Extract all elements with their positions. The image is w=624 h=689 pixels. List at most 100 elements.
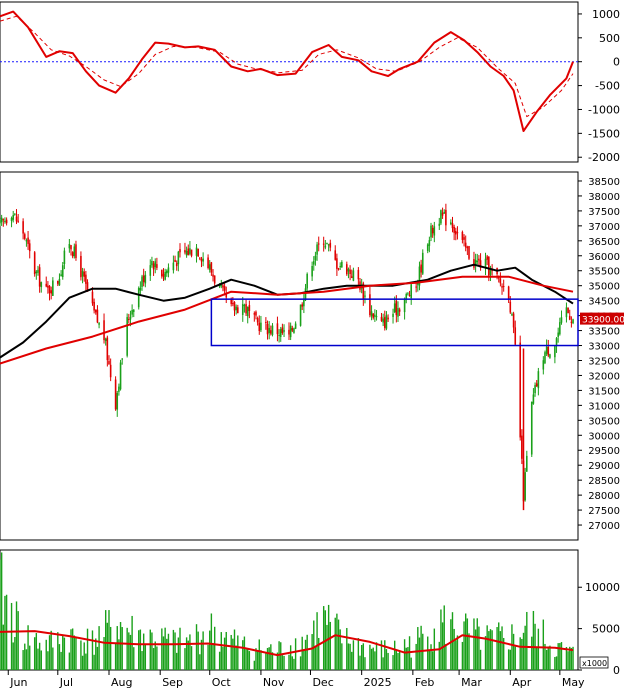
volume-bar xyxy=(133,647,135,670)
volume-bar xyxy=(223,637,226,670)
volume-bar xyxy=(62,635,64,670)
candle-body xyxy=(334,250,337,260)
volume-bar xyxy=(0,552,3,670)
candle-body xyxy=(291,328,294,331)
candle-body xyxy=(48,285,51,294)
candle-body xyxy=(14,213,16,215)
candle-body xyxy=(375,316,378,318)
candle-body xyxy=(535,383,538,387)
volume-bar xyxy=(468,633,470,670)
volume-bar xyxy=(187,640,189,670)
volume-bar xyxy=(349,643,351,670)
volume-bar xyxy=(380,640,383,670)
volume-bar xyxy=(499,631,502,670)
candle-body xyxy=(184,250,186,253)
candle-body xyxy=(202,258,204,262)
volume-bar xyxy=(507,649,510,670)
price-tick-label: 35000 xyxy=(588,282,620,293)
candle-body xyxy=(212,274,214,277)
price-tick-label: 27000 xyxy=(588,521,620,532)
candle-body xyxy=(329,242,332,248)
volume-bar xyxy=(360,645,363,670)
volume-bar xyxy=(121,627,123,670)
candle-body xyxy=(454,230,457,235)
volume-bar xyxy=(144,643,147,670)
candle-body xyxy=(172,262,175,271)
candle-body xyxy=(108,361,110,365)
price-tick-label: 38500 xyxy=(588,177,620,188)
volume-bar xyxy=(489,629,492,670)
volume-bar xyxy=(268,647,270,670)
candle-body xyxy=(271,325,274,335)
candle-body xyxy=(337,268,340,270)
volume-bar xyxy=(218,651,221,670)
candle-body xyxy=(464,242,467,248)
candle-body xyxy=(346,264,348,275)
volume-bar xyxy=(68,652,71,670)
candle-body xyxy=(420,264,422,273)
volume-bar xyxy=(71,628,74,670)
volume-bar xyxy=(48,635,51,670)
candle-body xyxy=(142,275,145,283)
candle-body xyxy=(549,354,551,358)
volume-bar xyxy=(294,638,297,670)
candle-body xyxy=(52,280,54,296)
volume-bar xyxy=(445,643,447,670)
volume-bar xyxy=(58,644,61,670)
volume-bar xyxy=(142,633,145,670)
volume-bar xyxy=(242,640,244,670)
candle-body xyxy=(382,318,384,323)
candle-body xyxy=(68,243,71,249)
volume-unit-box xyxy=(579,656,609,669)
candle-body xyxy=(445,209,447,226)
price-tick-label: 31500 xyxy=(588,386,620,397)
volume-bar xyxy=(430,644,432,670)
volume-bar xyxy=(209,630,211,670)
candle-body xyxy=(70,245,72,250)
candle-body xyxy=(362,283,365,300)
candle-body xyxy=(270,330,272,334)
oscillator-frame xyxy=(0,1,579,163)
volume-bar xyxy=(162,636,165,670)
volume-bar xyxy=(537,628,540,670)
candle-body xyxy=(380,316,383,321)
volume-bar xyxy=(85,653,87,670)
candle-body xyxy=(526,455,528,472)
volume-bar xyxy=(327,604,330,670)
candle-body xyxy=(243,305,246,307)
candle-body xyxy=(484,258,487,268)
candle-body xyxy=(245,304,247,314)
volume-bar xyxy=(304,639,307,670)
volume-bar xyxy=(522,632,525,670)
candle-body xyxy=(324,245,327,248)
date-tick-label: Aug xyxy=(111,676,132,689)
candle-body xyxy=(326,242,328,244)
volume-bar xyxy=(509,649,511,670)
volume-bar xyxy=(318,637,320,670)
moving-average-2 xyxy=(0,275,574,365)
price-tick-label: 37000 xyxy=(588,222,620,233)
volume-bar xyxy=(555,656,558,670)
candle-body xyxy=(177,251,180,265)
volume-bar xyxy=(291,656,294,670)
candle-body xyxy=(347,268,350,272)
volume-bar xyxy=(185,637,188,670)
volume-bar xyxy=(172,629,175,670)
candle-body xyxy=(393,303,396,313)
candle-body xyxy=(369,294,371,316)
candle-body xyxy=(63,250,66,264)
candle-body xyxy=(350,276,353,278)
candle-body xyxy=(96,309,99,323)
candle-body xyxy=(200,258,203,262)
volume-bar xyxy=(560,642,563,670)
candle-body xyxy=(161,269,163,277)
candle-body xyxy=(83,271,86,277)
date-tick-label: Nov xyxy=(263,676,285,689)
candle-body xyxy=(190,249,193,256)
volume-bar xyxy=(463,621,465,670)
volume-bar xyxy=(245,648,247,670)
volume-bar xyxy=(567,651,569,670)
volume-bar xyxy=(108,610,110,670)
volume-bar xyxy=(532,610,535,670)
volume-bar xyxy=(152,648,155,670)
